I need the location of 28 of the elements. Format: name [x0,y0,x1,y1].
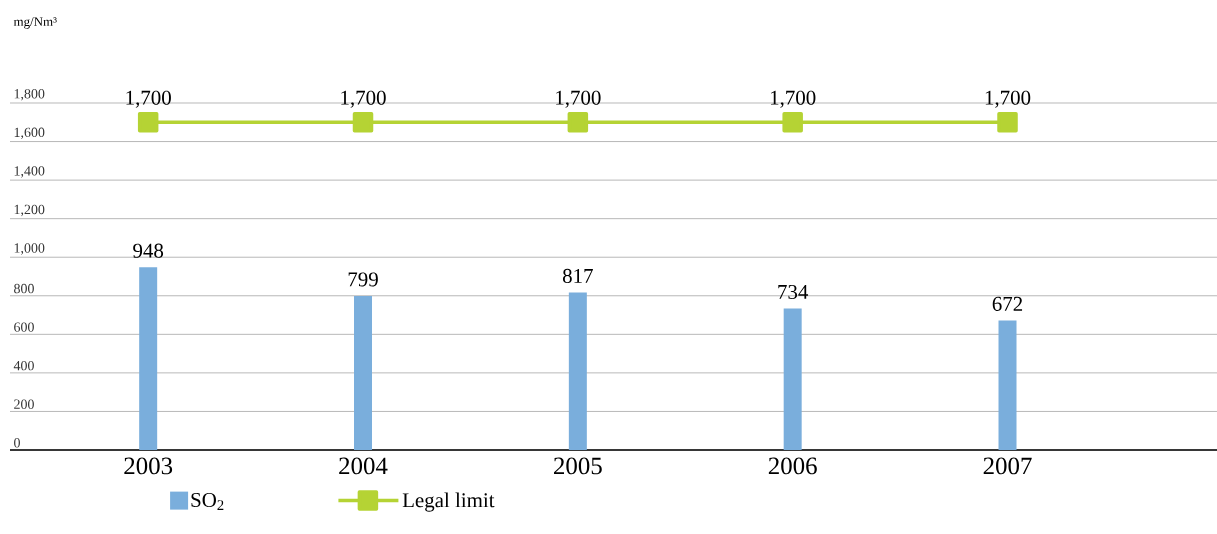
data-label: 948 [133,243,164,258]
data-label: 1,700 [341,90,386,108]
x-tick-label: 2005 [554,457,602,475]
data-label: 672 [992,296,1023,311]
data-label: 1,700 [985,90,1031,108]
y-axis-title: mg/Nm³ [13,17,57,29]
y-tick-label: 600 [14,322,34,332]
data-label: 1,700 [770,90,816,108]
y-tick-label: 1,200 [14,204,45,217]
x-tick-label: 2003 [124,457,173,475]
legend-label: Legal limit [402,492,495,512]
legend-label: SO$_{2}$ [191,492,224,510]
data-label: 734 [778,284,809,299]
y-tick-label: 1,000 [14,243,45,255]
data-label: 1,700 [556,90,601,108]
data-label: 1,700 [126,90,171,108]
x-tick-label: 2007 [983,457,1032,475]
y-tick-label: 800 [14,283,34,294]
y-tick-label: 1,600 [14,127,45,140]
y-tick-label: 200 [14,399,34,409]
x-tick-label: 2006 [768,457,817,475]
y-tick-label: 400 [13,360,34,371]
y-tick-label: 0 [14,438,20,448]
x-tick-label: 2004 [339,457,388,475]
data-label: 817 [562,268,593,283]
y-tick-label: 1,400 [14,166,45,178]
data-label: 799 [348,272,378,287]
y-tick-label: 1,800 [14,89,45,101]
